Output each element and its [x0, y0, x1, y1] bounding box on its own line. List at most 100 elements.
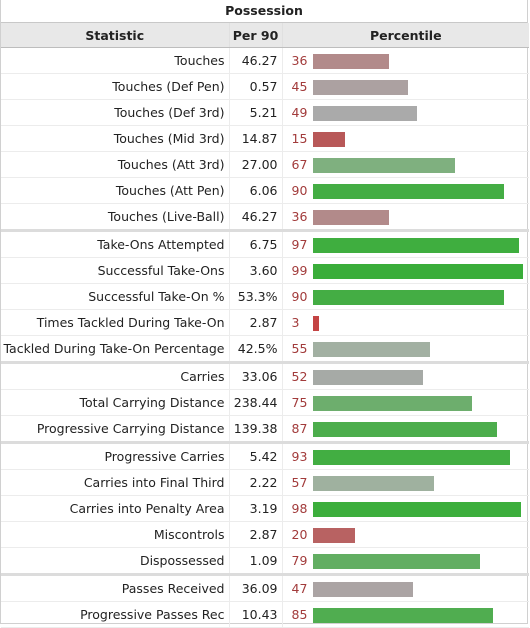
table-row: Successful Take-On % 53.3% 90: [1, 283, 529, 310]
table-row: Miscontrols 2.87 20: [1, 521, 529, 548]
per90-value: 2.87: [229, 309, 283, 336]
per90-value: 27.00: [229, 151, 283, 178]
stat-name: Take-Ons Attempted: [1, 229, 230, 258]
per90-value: 6.75: [229, 229, 283, 258]
per90-value: 2.87: [229, 521, 283, 548]
percentile-cell: 47: [282, 573, 529, 602]
per90-value: 3.60: [229, 257, 283, 284]
percentile-value: 93: [291, 449, 308, 464]
percentile-bar: [312, 80, 408, 95]
table-row: Dispossessed 1.09 79: [1, 547, 529, 575]
table-row: Touches (Def 3rd) 5.21 49: [1, 99, 529, 126]
header-row: Statistic Per 90 Percentile: [1, 23, 529, 48]
percentile-bar: [312, 316, 319, 331]
percentile-bar: [312, 476, 434, 491]
table-row: Touches (Live-Ball) 46.27 36: [1, 203, 529, 231]
percentile-cell: 75: [282, 389, 529, 416]
percentile-bar: [312, 582, 413, 597]
stat-name: Touches (Def Pen): [1, 73, 230, 100]
percentile-cell: 36: [282, 203, 529, 231]
per90-value: 5.42: [229, 441, 283, 470]
percentile-cell: 98: [282, 495, 529, 522]
percentile-bar: [312, 528, 355, 543]
table-row: Passes Received 36.09 47: [1, 573, 529, 602]
table-row: Touches (Att 3rd) 27.00 67: [1, 151, 529, 178]
percentile-cell: 57: [282, 469, 529, 496]
per90-value: 139.38: [229, 415, 283, 443]
stat-name: Times Tackled During Take-On: [1, 309, 230, 336]
percentile-value: 98: [291, 501, 308, 516]
percentile-value: 87: [291, 421, 308, 436]
percentile-bar: [312, 554, 480, 569]
percentile-cell: 93: [282, 441, 529, 470]
percentile-cell: 49: [282, 99, 529, 126]
header-per90[interactable]: Per 90: [229, 23, 283, 48]
per90-value: 6.06: [229, 177, 283, 204]
percentile-value: 45: [291, 79, 308, 94]
percentile-value: 55: [291, 341, 308, 356]
header-statistic[interactable]: Statistic: [1, 23, 230, 48]
per90-value: 46.27: [229, 203, 283, 231]
percentile-value: 90: [291, 183, 308, 198]
stat-name: Passes Received: [1, 573, 230, 602]
percentile-value: 57: [291, 475, 308, 490]
stat-name: Total Carrying Distance: [1, 389, 230, 416]
percentile-cell: 90: [282, 283, 529, 310]
table-row: Carries into Final Third 2.22 57: [1, 469, 529, 496]
stat-name: Dispossessed: [1, 547, 230, 575]
stat-name: Touches: [1, 47, 230, 74]
table-row: Times Tackled During Take-On 2.87 3: [1, 309, 529, 336]
table-row: Progressive Carries 5.42 93: [1, 441, 529, 470]
percentile-value: 85: [291, 607, 308, 622]
percentile-cell: 85: [282, 601, 529, 628]
per90-value: 33.06: [229, 361, 283, 390]
percentile-cell: 36: [282, 47, 529, 74]
percentile-value: 79: [291, 553, 308, 568]
table-row: Touches (Def Pen) 0.57 45: [1, 73, 529, 100]
table-body: Touches 46.27 36 Touches (Def Pen) 0.57 45 Tou…: [1, 47, 529, 628]
percentile-bar: [312, 502, 521, 517]
percentile-bar: [312, 158, 455, 173]
stat-name: Progressive Passes Rec: [1, 601, 230, 628]
percentile-bar: [312, 450, 510, 465]
stat-name: Progressive Carrying Distance: [1, 415, 230, 443]
percentile-cell: 79: [282, 547, 529, 575]
percentile-cell: 55: [282, 335, 529, 363]
stat-name: Progressive Carries: [1, 441, 230, 470]
table-row: Successful Take-Ons 3.60 99: [1, 257, 529, 284]
percentile-bar: [312, 422, 497, 437]
stat-name: Touches (Mid 3rd): [1, 125, 230, 152]
per90-value: 53.3%: [229, 283, 283, 310]
per90-value: 46.27: [229, 47, 283, 74]
table-row: Tackled During Take-On Percentage 42.5% 55: [1, 335, 529, 363]
stat-name: Touches (Live-Ball): [1, 203, 230, 231]
table-row: Progressive Carrying Distance 139.38 87: [1, 415, 529, 443]
percentile-value: 90: [291, 289, 308, 304]
percentile-bar: [312, 184, 504, 199]
stat-name: Carries into Final Third: [1, 469, 230, 496]
stat-name: Touches (Att 3rd): [1, 151, 230, 178]
percentile-bar: [312, 370, 423, 385]
per90-value: 14.87: [229, 125, 283, 152]
table-row: Touches (Att Pen) 6.06 90: [1, 177, 529, 204]
percentile-bar: [312, 238, 519, 253]
stat-name: Carries into Penalty Area: [1, 495, 230, 522]
percentile-cell: 99: [282, 257, 529, 284]
percentile-bar: [312, 396, 472, 411]
per90-value: 36.09: [229, 573, 283, 602]
per90-value: 238.44: [229, 389, 283, 416]
stat-name: Touches (Def 3rd): [1, 99, 230, 126]
per90-value: 10.43: [229, 601, 283, 628]
percentile-bar: [312, 54, 389, 69]
table-row: Total Carrying Distance 238.44 75: [1, 389, 529, 416]
percentile-cell: 87: [282, 415, 529, 443]
percentile-value: 15: [291, 131, 308, 146]
percentile-value: 52: [291, 369, 308, 384]
percentile-value: 99: [291, 263, 308, 278]
percentile-value: 20: [291, 527, 308, 542]
header-percentile[interactable]: Percentile: [282, 23, 529, 48]
stat-name: Carries: [1, 361, 230, 390]
stat-name: Miscontrols: [1, 521, 230, 548]
per90-value: 1.09: [229, 547, 283, 575]
table-row: Touches 46.27 36: [1, 47, 529, 74]
